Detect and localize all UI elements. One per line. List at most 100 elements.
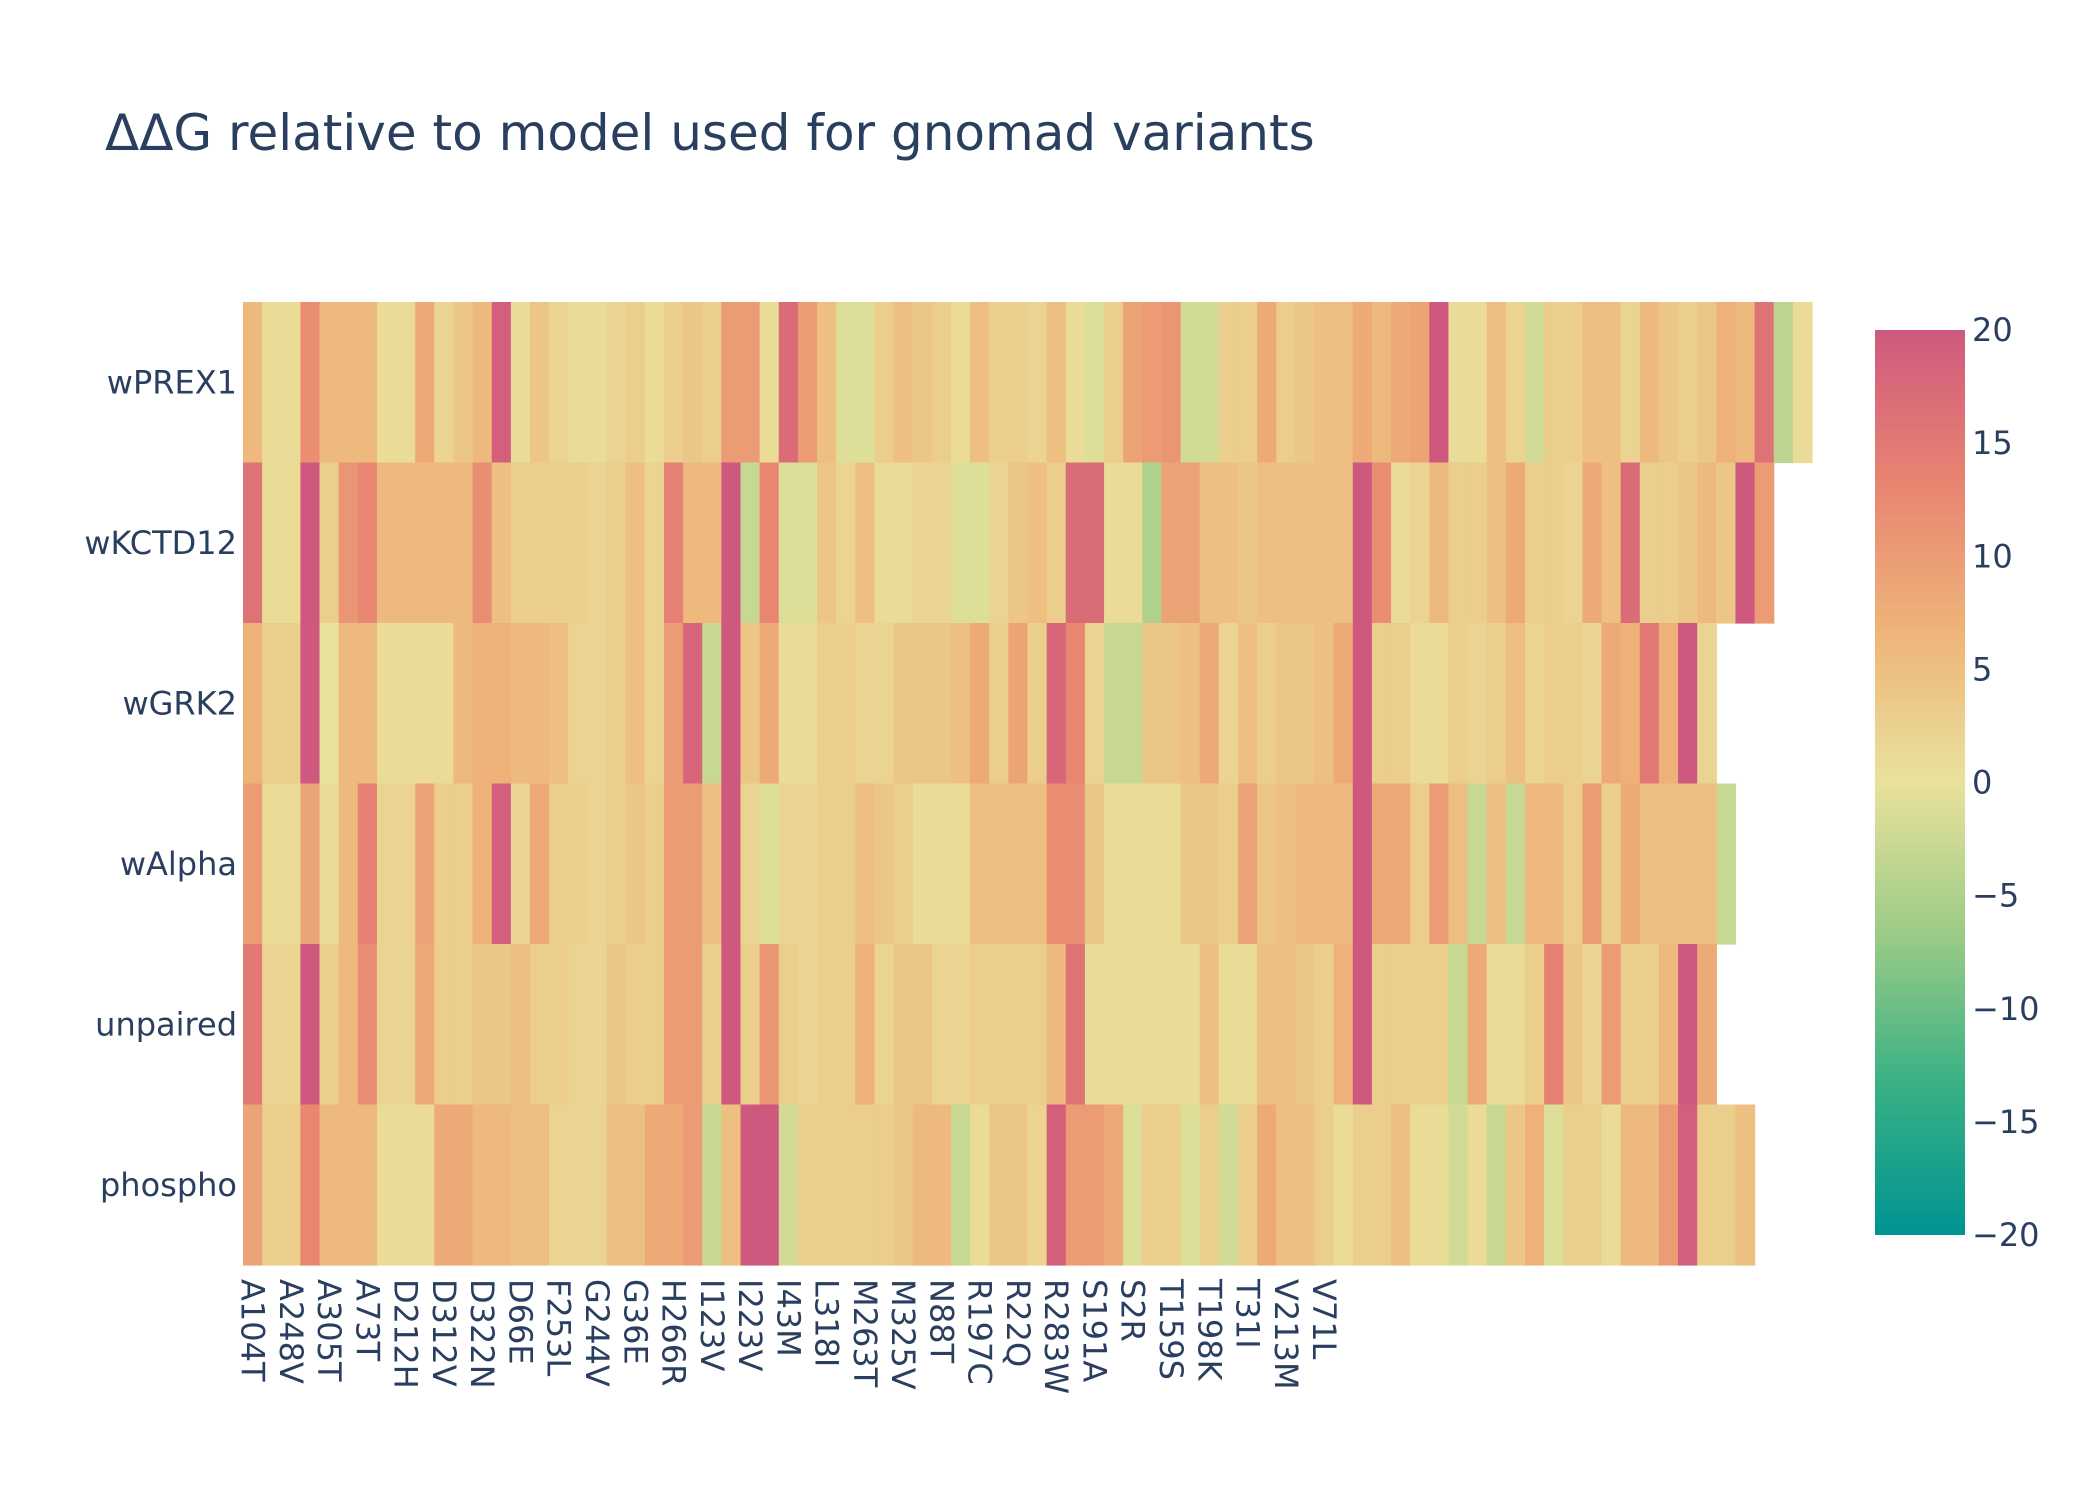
- heatmap-cell: [1678, 1104, 1698, 1266]
- heatmap-cell: [510, 783, 531, 945]
- heatmap-cell: [644, 944, 665, 1106]
- heatmap-cell: [1697, 302, 1717, 464]
- heatmap-cell: [1429, 623, 1450, 785]
- heatmap-cell: [1429, 783, 1450, 945]
- heatmap-cell: [281, 462, 301, 624]
- heatmap-cell: [1716, 302, 1737, 464]
- heatmap-cell: [1046, 783, 1067, 945]
- heatmap-cell: [625, 462, 646, 624]
- heatmap-cell: [797, 623, 818, 785]
- heatmap-cell: [721, 623, 742, 785]
- heatmap-cell: [587, 783, 608, 945]
- heatmap-cell: [606, 1104, 627, 1266]
- heatmap-cell: [1639, 783, 1660, 945]
- heatmap-cell: [491, 302, 512, 464]
- heatmap-cell: [606, 623, 627, 785]
- heatmap-cell: [453, 1104, 474, 1266]
- heatmap-cell: [319, 462, 340, 624]
- heatmap-cell: [836, 623, 856, 785]
- heatmap-cell: [893, 462, 914, 624]
- heatmap-cell: [1314, 783, 1335, 945]
- x-tick-label: H266R: [655, 1279, 693, 1386]
- heatmap-cell: [1142, 302, 1163, 464]
- heatmap-cell: [797, 1104, 818, 1266]
- heatmap-cell: [396, 462, 416, 624]
- heatmap-cell: [836, 462, 856, 624]
- heatmap-cell: [1371, 1104, 1392, 1266]
- heatmap-cell: [453, 783, 474, 945]
- heatmap-cell: [625, 944, 646, 1106]
- heatmap-cell: [1218, 783, 1239, 945]
- x-tick-label: I223V: [731, 1279, 769, 1372]
- heatmap-cell: [338, 783, 359, 945]
- heatmap-cell: [530, 462, 550, 624]
- heatmap-cell: [319, 1104, 340, 1266]
- heatmap-cell: [510, 462, 531, 624]
- heatmap-cell: [1352, 302, 1373, 464]
- heatmap-cell: [855, 302, 876, 464]
- heatmap-cell: [530, 302, 550, 464]
- heatmap-cell: [1180, 944, 1201, 1106]
- heatmap-cell: [644, 1104, 665, 1266]
- heatmap-cell: [472, 302, 493, 464]
- heatmap-cell: [568, 623, 589, 785]
- heatmap-cell: [1065, 944, 1086, 1106]
- heatmap-cell: [1008, 462, 1029, 624]
- heatmap-cell: [1352, 1104, 1373, 1266]
- heatmap-cell: [376, 302, 397, 464]
- heatmap-cell: [912, 623, 933, 785]
- heatmap-cell: [1199, 302, 1220, 464]
- heatmap-cell: [1410, 783, 1430, 945]
- heatmap-cell: [778, 302, 799, 464]
- heatmap-cell: [721, 1104, 742, 1266]
- heatmap-cell: [1658, 944, 1679, 1106]
- heatmap-cell: [1467, 623, 1488, 785]
- heatmap-cell: [740, 783, 761, 945]
- heatmap-cell: [549, 302, 569, 464]
- heatmap-cell: [530, 623, 550, 785]
- heatmap-cell: [1486, 302, 1507, 464]
- heatmap-cell: [434, 1104, 455, 1266]
- heatmap-cell: [300, 462, 321, 624]
- heatmap-cell: [1065, 462, 1086, 624]
- heatmap-cell: [702, 1104, 722, 1266]
- heatmap-cell: [1524, 1104, 1545, 1266]
- heatmap-cell: [491, 944, 512, 1106]
- heatmap-cell: [1027, 462, 1048, 624]
- heatmap-cell: [989, 783, 1009, 945]
- heatmap-cell: [970, 1104, 990, 1266]
- heatmap-cell: [1524, 462, 1545, 624]
- heatmap-cell: [912, 944, 933, 1106]
- heatmap-cell: [1544, 462, 1564, 624]
- heatmap-cell: [1391, 623, 1411, 785]
- heatmap-cell: [855, 944, 876, 1106]
- heatmap-cell: [376, 462, 397, 624]
- heatmap-cell: [1123, 1104, 1143, 1266]
- heatmap-cell: [434, 623, 455, 785]
- heatmap-cell: [1008, 623, 1029, 785]
- x-tick-label: G36E: [616, 1279, 654, 1365]
- heatmap-cell: [663, 462, 684, 624]
- heatmap-cell: [1371, 783, 1392, 945]
- heatmap-cell: [931, 1104, 952, 1266]
- heatmap-cell: [1218, 944, 1239, 1106]
- heatmap-cell: [644, 783, 665, 945]
- heatmap-cell: [1161, 783, 1182, 945]
- heatmap-cell: [1639, 1104, 1660, 1266]
- heatmap-cell: [1467, 944, 1488, 1106]
- heatmap-cell: [759, 783, 780, 945]
- heatmap-cell: [1697, 1104, 1717, 1266]
- heatmap-cell: [778, 1104, 799, 1266]
- heatmap-cell: [1027, 783, 1048, 945]
- colorbar-tick-label: −10: [1972, 990, 2040, 1028]
- heatmap-cell: [778, 944, 799, 1106]
- heatmap-cell: [1104, 944, 1124, 1106]
- heatmap-cell: [1084, 783, 1105, 945]
- heatmap-cell: [491, 462, 512, 624]
- heatmap-cell: [1658, 783, 1679, 945]
- x-tick-label: V71L: [1305, 1279, 1343, 1360]
- heatmap-cell: [281, 944, 301, 1106]
- heatmap-cell: [721, 302, 742, 464]
- heatmap-cell: [1123, 623, 1143, 785]
- heatmap-cell: [1314, 944, 1335, 1106]
